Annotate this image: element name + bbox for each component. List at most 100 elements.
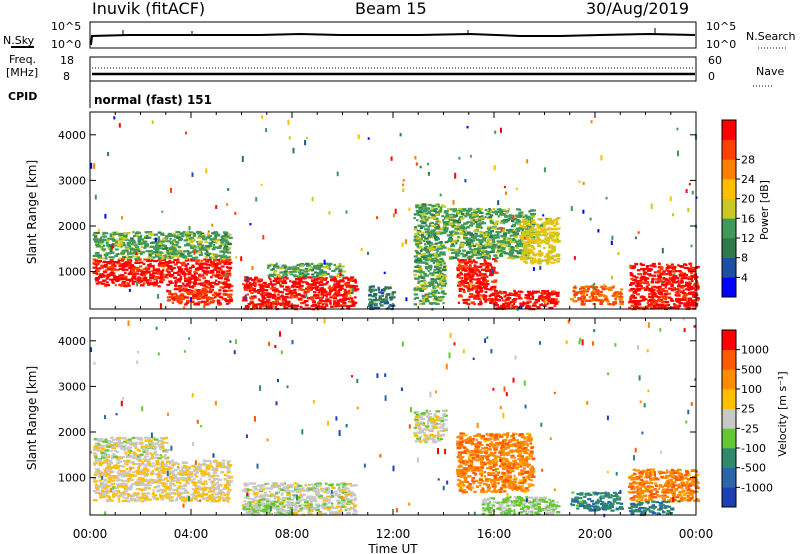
data-cell bbox=[142, 268, 146, 271]
data-cell bbox=[342, 301, 346, 304]
data-cell bbox=[604, 298, 609, 301]
data-cell bbox=[614, 300, 618, 303]
data-cell bbox=[115, 276, 120, 279]
data-cell bbox=[678, 302, 682, 305]
data-cell bbox=[224, 282, 228, 285]
data-cell bbox=[527, 305, 532, 308]
data-cell bbox=[298, 298, 303, 301]
data-cell bbox=[676, 293, 681, 296]
data-cell bbox=[659, 272, 664, 275]
data-cell bbox=[443, 211, 446, 214]
data-cell bbox=[107, 247, 111, 250]
data-cell bbox=[484, 300, 488, 303]
scatter-cell bbox=[215, 205, 218, 209]
data-cell bbox=[168, 261, 171, 264]
data-cell bbox=[413, 297, 417, 300]
data-cell bbox=[539, 252, 544, 255]
data-cell bbox=[222, 255, 228, 258]
data-cell bbox=[555, 221, 558, 224]
data-cell bbox=[439, 259, 444, 262]
data-cell bbox=[548, 299, 553, 303]
data-cell bbox=[433, 278, 437, 281]
data-cell bbox=[482, 256, 487, 259]
data-cell bbox=[438, 273, 443, 276]
data-cell bbox=[197, 292, 202, 295]
data-cell bbox=[632, 275, 636, 278]
data-cell bbox=[279, 285, 284, 288]
data-cell bbox=[95, 269, 98, 272]
data-cell bbox=[506, 303, 511, 306]
data-cell bbox=[469, 241, 474, 244]
data-cell bbox=[446, 208, 451, 211]
data-cell bbox=[579, 291, 583, 294]
data-cell bbox=[123, 232, 128, 235]
data-cell bbox=[428, 224, 431, 227]
data-cell bbox=[445, 212, 449, 215]
data-cell bbox=[507, 293, 512, 296]
data-cell bbox=[670, 263, 674, 266]
scatter-cell bbox=[464, 179, 467, 183]
scatter-cell bbox=[288, 136, 291, 140]
data-cell bbox=[227, 262, 232, 265]
data-cell bbox=[520, 243, 524, 246]
data-cell bbox=[112, 261, 117, 264]
data-cell bbox=[257, 279, 263, 282]
data-cell bbox=[434, 271, 439, 274]
data-cell bbox=[251, 301, 254, 304]
data-cell bbox=[142, 262, 146, 265]
data-cell bbox=[478, 284, 483, 287]
data-cell bbox=[294, 304, 299, 308]
data-cell bbox=[342, 293, 347, 296]
data-cell bbox=[418, 302, 422, 305]
data-cell bbox=[496, 231, 502, 234]
data-cell bbox=[473, 267, 479, 270]
data-cell bbox=[683, 274, 688, 277]
data-cell bbox=[148, 236, 152, 239]
data-cell bbox=[285, 285, 290, 288]
data-cell bbox=[325, 291, 330, 294]
data-cell bbox=[384, 286, 387, 289]
data-cell bbox=[470, 268, 474, 271]
data-cell bbox=[528, 223, 532, 226]
data-cell bbox=[187, 252, 190, 256]
data-cell bbox=[424, 228, 428, 231]
data-cell bbox=[449, 239, 453, 242]
scatter-cell bbox=[292, 147, 295, 154]
data-cell bbox=[110, 237, 115, 241]
data-cell bbox=[529, 239, 533, 242]
data-cell bbox=[185, 233, 189, 236]
data-cell bbox=[193, 245, 197, 248]
data-cell bbox=[456, 221, 462, 224]
data-cell bbox=[418, 204, 422, 207]
data-cell bbox=[194, 289, 200, 292]
data-cell bbox=[470, 235, 474, 239]
data-cell bbox=[439, 287, 444, 290]
data-cell bbox=[431, 221, 434, 224]
data-cell bbox=[535, 241, 538, 244]
data-cell bbox=[112, 275, 116, 278]
data-cell bbox=[295, 278, 300, 281]
data-cell bbox=[296, 269, 300, 272]
data-cell bbox=[502, 233, 507, 236]
data-cell bbox=[154, 233, 158, 236]
data-cell bbox=[490, 234, 493, 237]
data-cell bbox=[162, 275, 165, 278]
data-cell bbox=[526, 296, 531, 299]
data-cell bbox=[186, 262, 190, 266]
data-cell bbox=[416, 211, 419, 215]
data-cell bbox=[152, 266, 155, 269]
data-cell bbox=[142, 278, 146, 281]
data-cell bbox=[491, 245, 497, 248]
data-cell bbox=[483, 281, 488, 284]
data-cell bbox=[270, 280, 273, 283]
data-cell bbox=[179, 482, 182, 485]
data-cell bbox=[492, 234, 495, 237]
data-cell bbox=[177, 249, 181, 252]
data-cell bbox=[659, 279, 662, 282]
data-cell bbox=[471, 284, 476, 287]
data-cell bbox=[419, 289, 425, 292]
data-cell bbox=[449, 222, 455, 225]
data-cell bbox=[299, 287, 303, 290]
data-cell bbox=[637, 273, 642, 276]
data-cell bbox=[371, 295, 375, 298]
